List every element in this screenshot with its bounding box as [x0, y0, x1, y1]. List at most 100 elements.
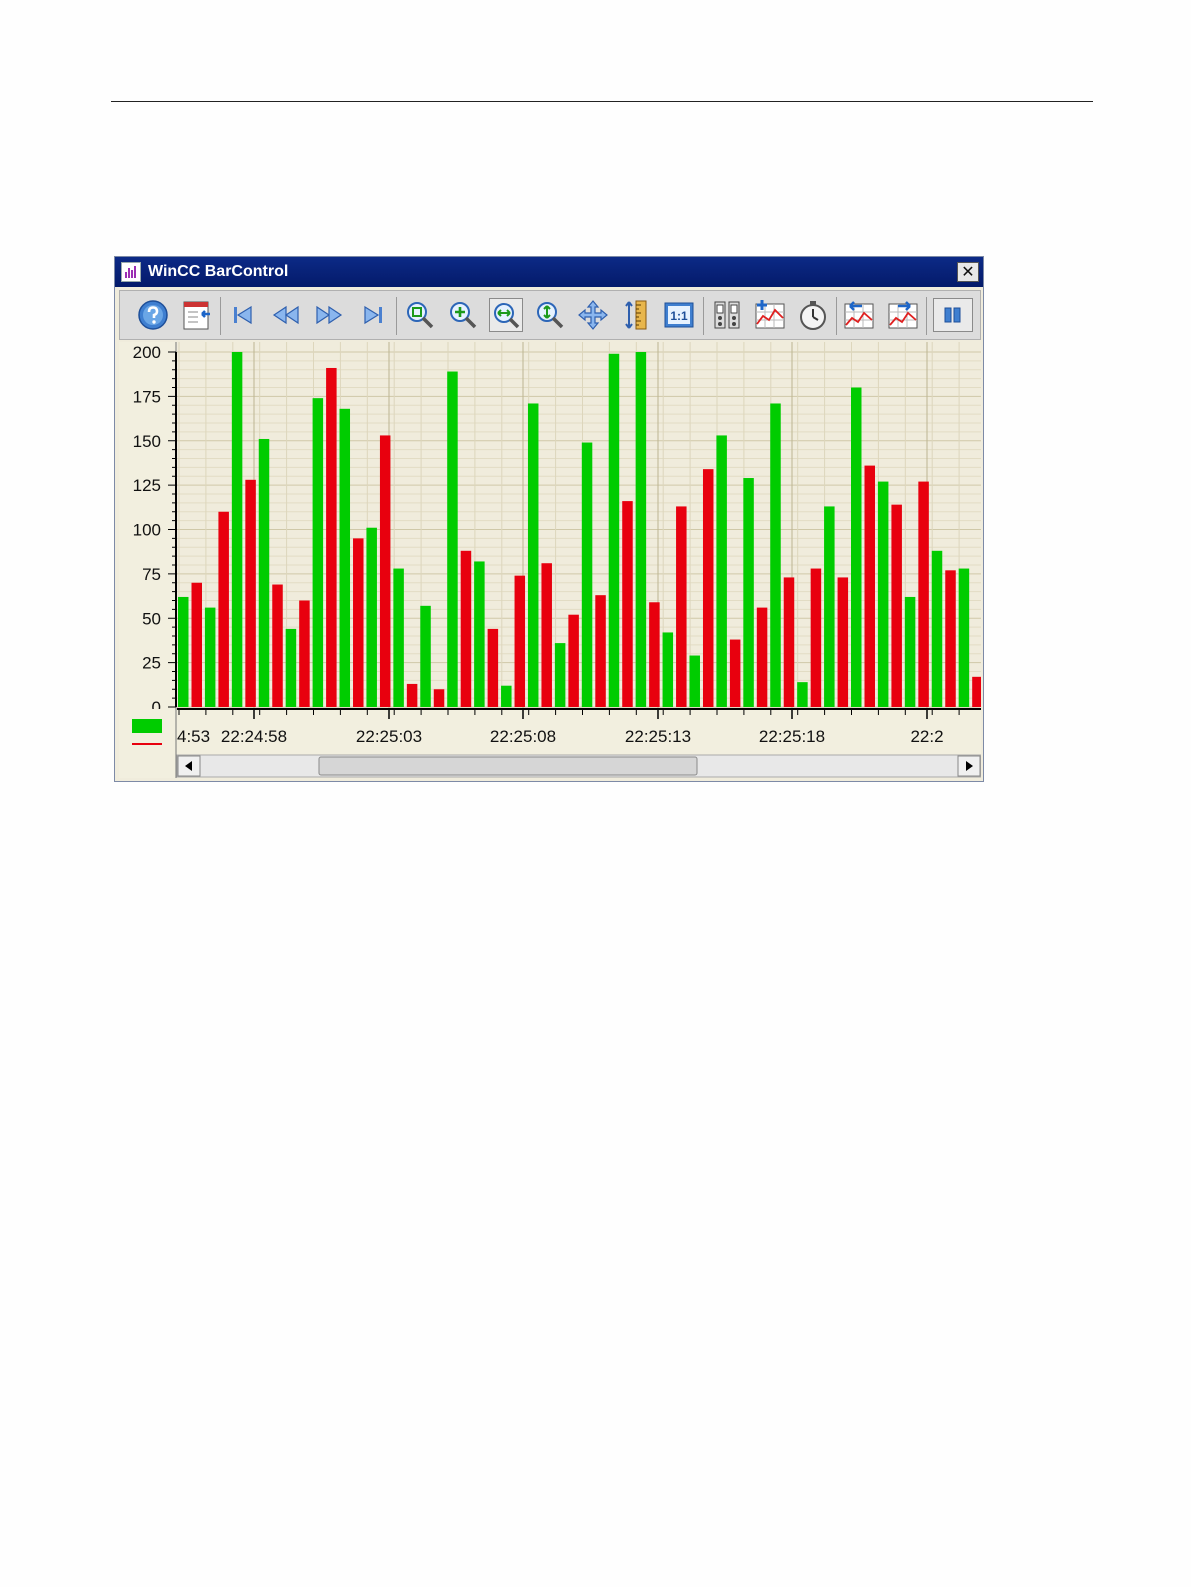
window-title: WinCC BarControl	[148, 263, 288, 281]
bar[interactable]	[609, 354, 620, 707]
bar[interactable]	[582, 443, 593, 707]
bar[interactable]	[865, 466, 876, 707]
bar[interactable]	[689, 656, 700, 707]
select-time-range-button[interactable]	[796, 298, 830, 332]
bar[interactable]	[488, 629, 499, 707]
bar[interactable]	[838, 577, 849, 707]
y-tick-label: 125	[133, 476, 161, 495]
first-data-record-button[interactable]	[226, 298, 260, 332]
bar[interactable]	[515, 576, 526, 707]
bar[interactable]	[313, 398, 324, 707]
bar[interactable]	[259, 439, 270, 707]
bar[interactable]	[326, 368, 337, 707]
next-data-record-button[interactable]	[312, 298, 346, 332]
close-button[interactable]: ✕	[957, 262, 979, 282]
bar[interactable]	[730, 640, 741, 707]
bar[interactable]	[851, 388, 862, 708]
zoom-value-axis-button[interactable]	[533, 298, 567, 332]
x-tick-label: 22:2	[910, 727, 943, 746]
config-dialog-button[interactable]	[180, 298, 214, 332]
bar[interactable]	[299, 601, 310, 708]
bar[interactable]	[797, 682, 808, 707]
y-tick-label: 75	[142, 565, 161, 584]
legend-swatch-green	[132, 719, 162, 733]
bar[interactable]	[393, 569, 404, 707]
bar[interactable]	[555, 643, 566, 707]
zoom-in-button[interactable]	[446, 298, 480, 332]
bar[interactable]	[178, 597, 189, 707]
bar[interactable]	[528, 403, 539, 707]
bar[interactable]	[649, 602, 660, 707]
bar[interactable]	[891, 505, 902, 707]
bar[interactable]	[232, 352, 243, 707]
bar[interactable]	[918, 482, 929, 707]
bar[interactable]	[407, 684, 418, 707]
bar[interactable]	[972, 677, 981, 707]
previous-bar-button[interactable]	[842, 298, 876, 332]
bar[interactable]	[595, 595, 606, 707]
bar[interactable]	[945, 570, 956, 707]
bar[interactable]	[420, 606, 431, 707]
x-tick-label: 4:53	[177, 727, 210, 746]
select-data-connection-button[interactable]	[710, 298, 744, 332]
toolbar-separator	[703, 297, 704, 335]
last-data-record-button[interactable]	[356, 298, 390, 332]
bar-chart[interactable]: 200 175 150 125 100 75 50 25 0 4:53 22:24:58 22:25:…	[119, 342, 981, 778]
bar[interactable]	[353, 538, 364, 707]
bar[interactable]	[622, 501, 633, 707]
bar[interactable]	[663, 632, 674, 707]
bar[interactable]	[434, 689, 445, 707]
data-connection-icon	[710, 298, 744, 332]
move-icon	[576, 298, 610, 332]
zoom-in-icon	[446, 298, 480, 332]
bar[interactable]	[784, 577, 795, 707]
move-axes-area-button[interactable]	[619, 298, 653, 332]
bar[interactable]	[218, 512, 229, 707]
bar[interactable]	[461, 551, 472, 707]
scrollbar-thumb[interactable]	[319, 757, 697, 775]
bar[interactable]	[340, 409, 351, 707]
bar[interactable]	[541, 563, 552, 707]
select-bars-button[interactable]	[753, 298, 787, 332]
bar[interactable]	[770, 403, 781, 707]
x-tick-label: 22:25:08	[490, 727, 556, 746]
bar[interactable]	[286, 629, 297, 707]
fast-forward-icon	[312, 298, 346, 332]
zoom-area-button[interactable]	[403, 298, 437, 332]
bar[interactable]	[811, 569, 822, 707]
bar[interactable]	[959, 569, 970, 707]
bar[interactable]	[878, 482, 889, 707]
bar[interactable]	[716, 435, 727, 707]
bar[interactable]	[676, 506, 687, 707]
y-tick-label: 50	[142, 609, 161, 628]
toolbar-separator	[220, 297, 221, 335]
bar[interactable]	[568, 615, 579, 707]
stop-button[interactable]	[933, 298, 973, 332]
title-bar[interactable]: WinCC BarControl ✕	[115, 257, 983, 287]
bar[interactable]	[905, 597, 916, 707]
bar[interactable]	[474, 561, 485, 707]
y-tick-label: 150	[133, 432, 161, 451]
bar[interactable]	[824, 506, 835, 707]
bar[interactable]	[703, 469, 714, 707]
next-bar-button[interactable]	[886, 298, 920, 332]
original-view-button[interactable]: 1:1	[662, 298, 696, 332]
bar[interactable]	[447, 372, 458, 707]
toolbar-separator	[926, 297, 927, 335]
move-area-button[interactable]	[576, 298, 610, 332]
bar[interactable]	[380, 435, 391, 707]
bar[interactable]	[932, 551, 943, 707]
zoom-time-axis-button[interactable]	[489, 298, 523, 332]
bar[interactable]	[245, 480, 256, 707]
help-button[interactable]	[136, 298, 170, 332]
previous-data-record-button[interactable]	[269, 298, 303, 332]
bar[interactable]	[757, 608, 768, 707]
bar-control-window: WinCC BarControl ✕	[114, 256, 984, 782]
bar[interactable]	[272, 585, 283, 707]
bar[interactable]	[366, 528, 377, 707]
bar[interactable]	[205, 608, 216, 707]
bar[interactable]	[636, 352, 647, 707]
bar[interactable]	[743, 478, 754, 707]
bar[interactable]	[501, 686, 512, 707]
bar[interactable]	[192, 583, 203, 707]
